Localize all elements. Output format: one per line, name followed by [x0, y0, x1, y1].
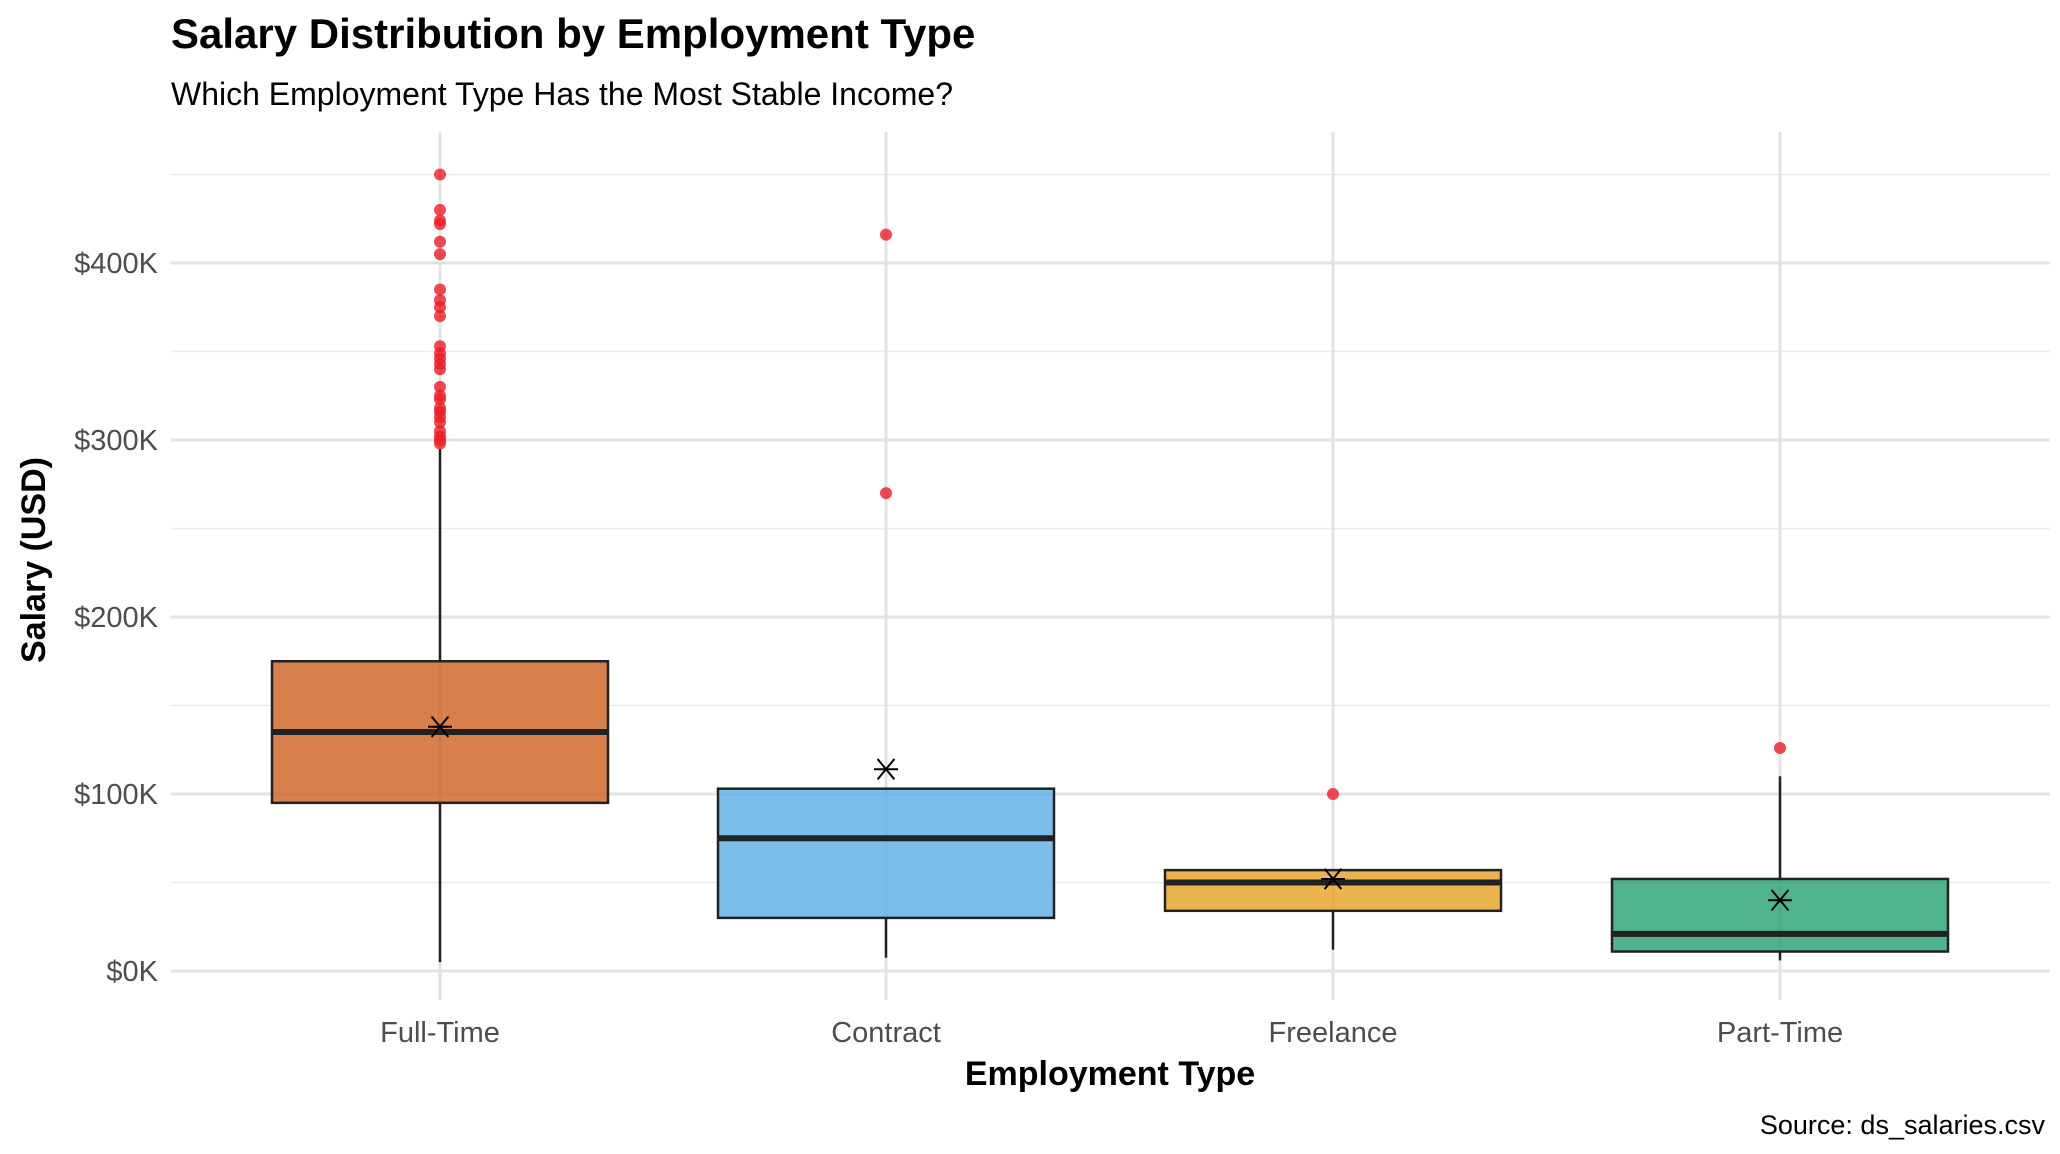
- y-tick-label: $300K: [74, 425, 159, 457]
- box-group-part-time: [1610, 741, 1950, 961]
- mean-marker-stroke: [1323, 868, 1343, 890]
- outlier-point: [880, 228, 892, 241]
- mean-marker: [1321, 868, 1345, 890]
- outlier-point: [434, 437, 446, 450]
- chart-caption: Source: ds_salaries.csv: [1759, 1110, 2045, 1140]
- outlier-point: [434, 218, 446, 231]
- chart-title: Salary Distribution by Employment Type: [171, 10, 976, 57]
- y-tick-label: $200K: [74, 602, 159, 634]
- box: [1610, 877, 1950, 953]
- x-tick-label: Contract: [831, 1017, 941, 1049]
- chart-subtitle: Which Employment Type Has the Most Stabl…: [171, 76, 953, 112]
- outlier-point: [434, 283, 446, 296]
- y-tick-label: $100K: [74, 779, 159, 811]
- outlier-point: [434, 393, 446, 406]
- y-axis-title: Salary (USD): [15, 457, 53, 663]
- box-group-freelance: [1163, 788, 1503, 950]
- outlier-point: [880, 487, 892, 500]
- grid-layer: [171, 132, 2050, 1000]
- outlier-point: [434, 248, 446, 261]
- data-layer: [270, 168, 1950, 963]
- mean-marker: [874, 758, 898, 781]
- mean-marker-stroke: [1770, 889, 1790, 912]
- box: [1163, 868, 1503, 913]
- mean-marker: [428, 715, 452, 738]
- outlier-point: [1774, 741, 1786, 754]
- mean-marker: [1768, 889, 1792, 912]
- x-tick-label: Full-Time: [380, 1017, 500, 1049]
- outlier-point: [434, 203, 446, 216]
- outlier-point: [434, 310, 446, 323]
- outlier-point: [434, 416, 446, 429]
- outlier-point: [434, 168, 446, 181]
- y-tick-label: $400K: [74, 248, 159, 280]
- outlier-point: [434, 301, 446, 314]
- x-tick-label: Freelance: [1269, 1017, 1398, 1049]
- box-group-full-time: [270, 168, 610, 963]
- mean-marker-stroke: [430, 715, 450, 738]
- axis-layer: $0K $100K $200K $300K $400K Full-Time Contract…: [74, 248, 1843, 1049]
- outlier-point: [434, 363, 446, 376]
- mean-marker-stroke: [876, 758, 896, 781]
- outlier-point: [434, 380, 446, 393]
- x-tick-label: Part-Time: [1717, 1017, 1843, 1049]
- box-group-contract: [716, 228, 1056, 958]
- y-tick-label: $0K: [106, 956, 158, 988]
- x-axis-title: Employment Type: [965, 1055, 1255, 1093]
- outlier-point: [434, 235, 446, 248]
- box: [716, 787, 1056, 920]
- outlier-point: [1327, 788, 1339, 800]
